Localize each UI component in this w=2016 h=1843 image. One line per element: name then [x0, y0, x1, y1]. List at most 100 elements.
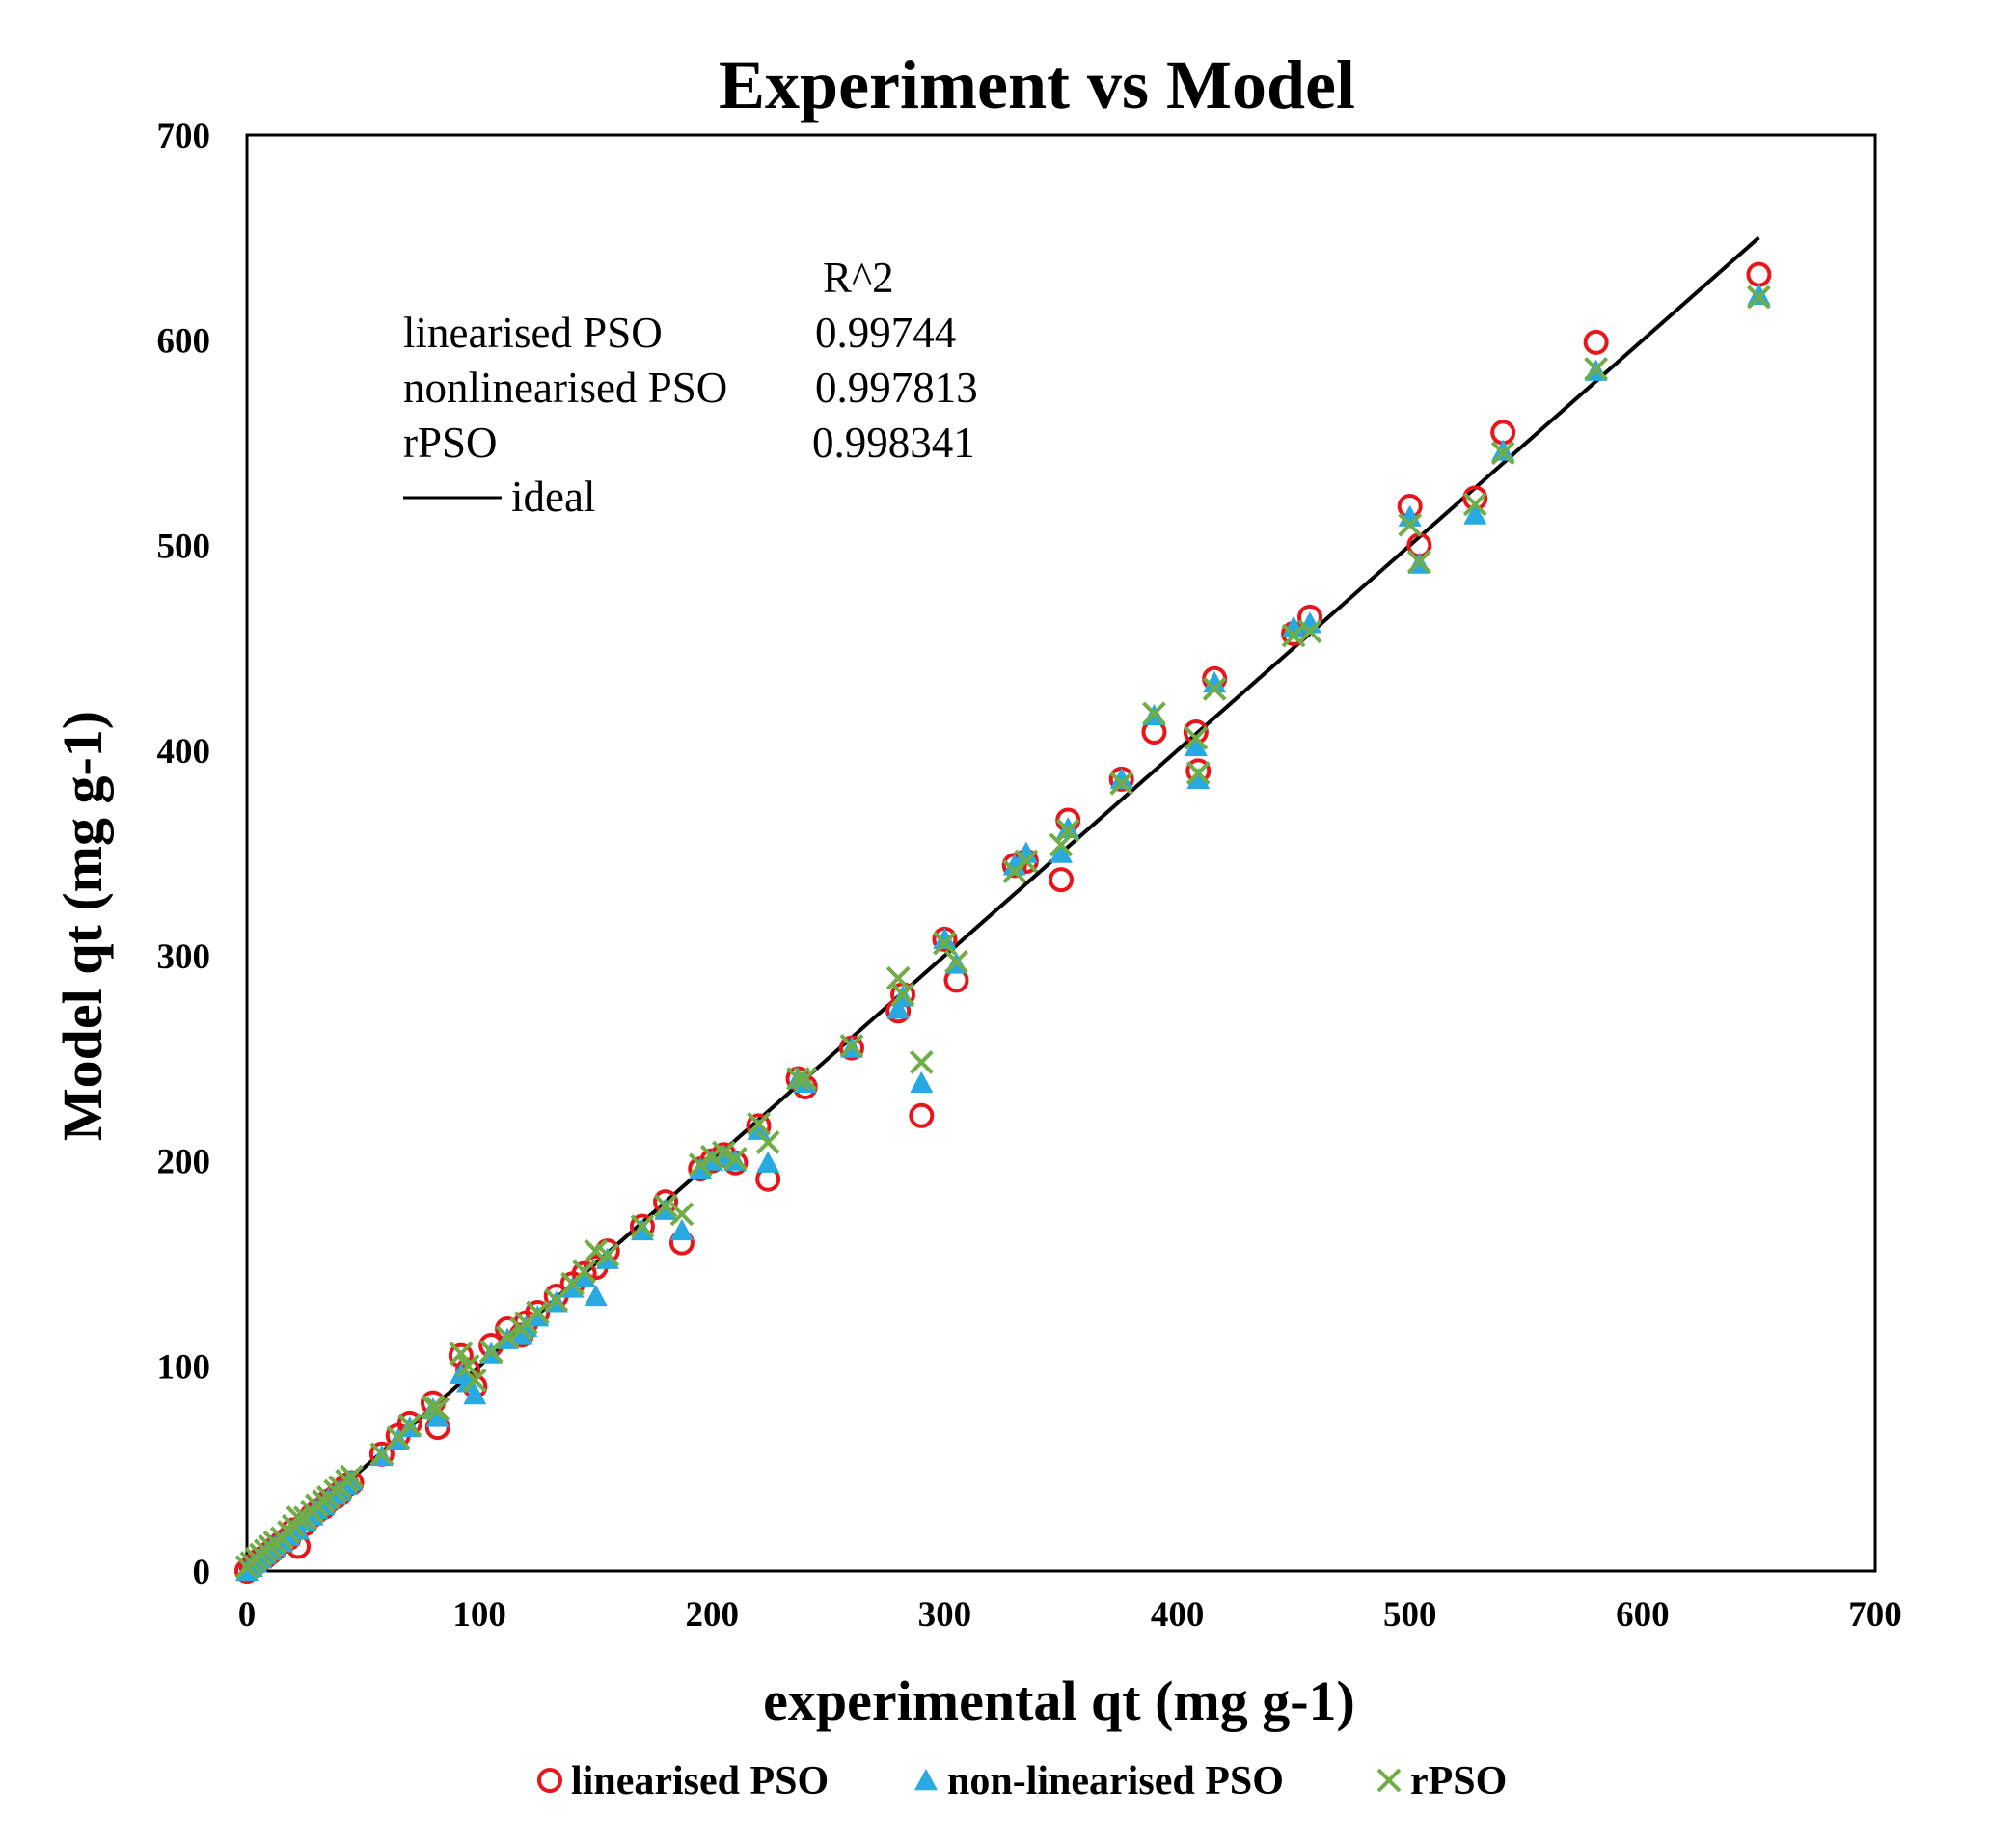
y-tick-label: 400: [157, 732, 211, 772]
y-tick-label: 0: [193, 1553, 211, 1592]
data-point-triangle: [572, 1265, 596, 1288]
x-tick-label: 500: [1383, 1595, 1437, 1635]
legend-label: linearised PSO: [571, 1759, 829, 1803]
data-point-triangle: [1056, 816, 1080, 839]
y-tick-label: 300: [157, 937, 211, 977]
legend: linearised PSO non-linearised PSO rPSO: [537, 1759, 1507, 1803]
data-point-x: [1406, 550, 1431, 574]
data-point-triangle: [886, 997, 911, 1019]
data-point-x: [397, 1413, 422, 1438]
data-point-x: [455, 1353, 480, 1378]
y-tick-label: 700: [157, 117, 211, 156]
data-point-x: [595, 1243, 620, 1267]
series-x: [234, 285, 1771, 1580]
data-point-x: [688, 1152, 713, 1178]
data-point-triangle: [1184, 734, 1208, 757]
y-axis-ticks: 0 100 200 300 400 500 600 700: [157, 117, 211, 1592]
x-axis-label: experimental qt (mg g-1): [763, 1669, 1355, 1732]
data-point-x: [755, 1130, 780, 1154]
y-axis-label: Model qt (mg g-1): [51, 711, 114, 1141]
x-axis-ticks: 0 100 200 300 400 500 600 700: [238, 1595, 1902, 1635]
data-point-x: [722, 1147, 748, 1171]
y-tick-label: 200: [157, 1143, 211, 1182]
data-point-triangle: [340, 1469, 364, 1491]
data-point-triangle: [747, 1118, 771, 1140]
data-point-triangle: [1049, 841, 1073, 863]
annotation-row-label: rPSO: [403, 419, 498, 467]
data-point-circle: [909, 1102, 935, 1128]
data-point-triangle: [669, 1218, 694, 1241]
data-point-x: [572, 1260, 597, 1284]
data-point-triangle: [1002, 854, 1026, 876]
data-point-x: [711, 1140, 736, 1165]
plot-area-frame: [245, 133, 1877, 1573]
data-point-x: [1109, 771, 1134, 796]
data-point-x: [1202, 676, 1227, 701]
data-point-x: [1055, 818, 1080, 843]
data-point-x: [286, 1505, 311, 1531]
chart-title: Experiment vs Model: [719, 46, 1355, 123]
x-tick-label: 200: [686, 1595, 740, 1635]
legend-marker-x: [1376, 1768, 1402, 1793]
annotation-row-value: 0.99744: [815, 309, 956, 357]
annotation-row-label: linearised PSO: [403, 309, 663, 357]
x-tick-label: 0: [238, 1595, 257, 1635]
data-point-x: [933, 931, 957, 956]
data-point-circle: [1583, 329, 1609, 355]
legend-label: non-linearised PSO: [947, 1759, 1284, 1803]
data-point-triangle: [654, 1198, 678, 1220]
data-point-x: [462, 1368, 487, 1393]
data-point-triangle: [1109, 767, 1133, 790]
x-tick-label: 300: [918, 1595, 972, 1635]
data-point-x: [793, 1067, 818, 1091]
data-point-x: [909, 1050, 934, 1074]
data-point-triangle: [1491, 439, 1515, 461]
data-point-triangle: [425, 1405, 450, 1427]
data-point-x: [890, 982, 915, 1007]
x-tick-label: 100: [452, 1595, 506, 1635]
x-tick-label: 600: [1616, 1595, 1670, 1635]
data-point-triangle: [584, 1284, 608, 1307]
data-point-triangle: [689, 1157, 713, 1179]
data-point-x: [653, 1193, 678, 1218]
data-point-circle: [1049, 867, 1074, 893]
data-point-x: [1185, 761, 1211, 785]
data-point-triangle: [463, 1383, 487, 1405]
r-squared-annotation: R^2 linearised PSO 0.99744 nonlinearised…: [403, 254, 978, 521]
data-point-x: [1747, 285, 1771, 310]
data-point-x: [630, 1214, 655, 1239]
y-tick-label: 600: [157, 322, 211, 362]
annotation-row-value: 0.997813: [815, 364, 978, 412]
data-point-x: [1490, 441, 1515, 466]
annotation-ideal-label: ideal: [511, 473, 595, 521]
data-point-triangle: [630, 1218, 654, 1241]
data-point-x: [526, 1300, 550, 1325]
data-point-triangle: [1463, 502, 1487, 525]
data-series-layer: [234, 261, 1772, 1584]
data-point-x: [425, 1396, 450, 1422]
data-point-x: [747, 1111, 771, 1136]
legend-marker-triangle: [914, 1769, 938, 1791]
data-point-x: [340, 1464, 364, 1489]
data-point-x: [944, 949, 968, 974]
data-point-x: [1049, 832, 1074, 857]
data-point-x: [449, 1342, 474, 1366]
data-point-triangle: [1203, 670, 1227, 693]
x-tick-label: 400: [1151, 1595, 1205, 1635]
data-point-triangle: [910, 1071, 934, 1093]
data-point-triangle: [595, 1247, 619, 1269]
data-point-triangle: [793, 1071, 817, 1093]
data-point-triangle: [1747, 283, 1771, 306]
data-point-x: [495, 1325, 520, 1349]
data-point-x: [1584, 357, 1609, 381]
data-point-x: [839, 1034, 864, 1058]
data-point-x: [1184, 725, 1209, 750]
y-tick-label: 500: [157, 527, 211, 566]
data-point-x: [1014, 849, 1039, 874]
data-point-triangle: [1186, 767, 1211, 790]
data-point-x: [1297, 619, 1322, 644]
data-point-triangle: [933, 927, 957, 950]
data-point-x: [669, 1202, 695, 1227]
data-point-x: [786, 1067, 810, 1091]
